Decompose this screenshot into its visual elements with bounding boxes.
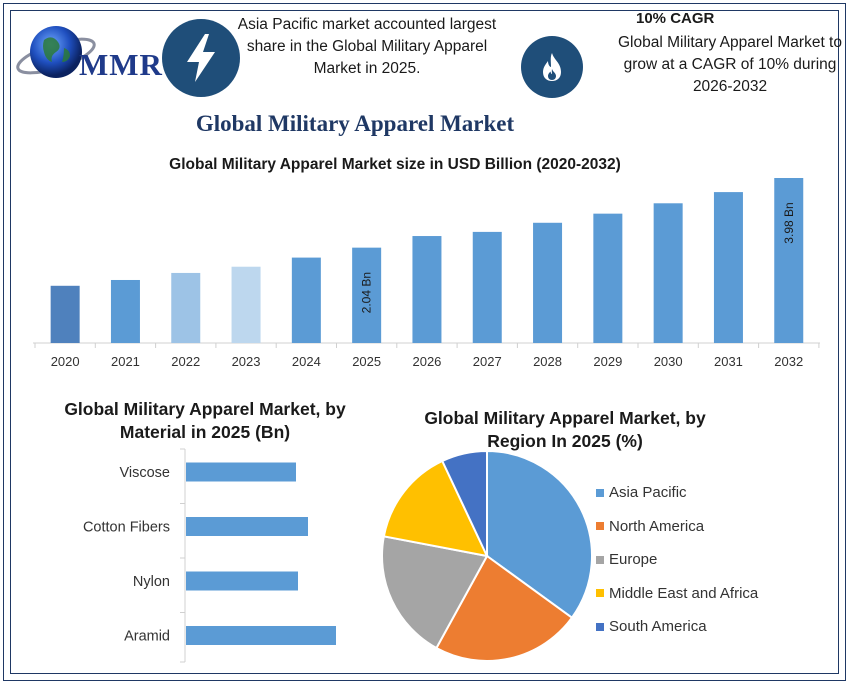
x-tick-label-2026: 2026 (412, 354, 441, 369)
x-tick-label-2021: 2021 (111, 354, 140, 369)
legend-label: Middle East and Africa (609, 584, 759, 602)
lightning-bolt-icon (162, 19, 240, 97)
globe-logo-icon (16, 26, 96, 78)
bar-2023 (231, 266, 261, 343)
apac-share-blurb: Asia Pacific market accounted largest sh… (237, 16, 497, 77)
legend-swatch (596, 522, 604, 531)
bar-2030 (653, 203, 683, 343)
legend-item-middle-east-and-africa: Middle East and Africa (596, 577, 758, 611)
x-tick-label-2032: 2032 (774, 354, 803, 369)
legend-swatch (596, 555, 604, 564)
x-tick-label-2028: 2028 (533, 354, 562, 369)
x-tick-label-2023: 2023 (232, 354, 261, 369)
market-size-chart-title: Global Military Apparel Market size in U… (169, 156, 621, 173)
legend-swatch (596, 589, 604, 598)
legend-swatch (596, 622, 604, 631)
page-title: Global Military Apparel Market (195, 111, 515, 136)
pie-slice-asia-pacific (486, 449, 593, 620)
region-legend: Asia Pacific North America Europe Middle Ea… (596, 476, 758, 644)
x-tick-label-2027: 2027 (473, 354, 502, 369)
y-tick-label-viscose: Viscose (119, 465, 170, 481)
x-tick-label-2029: 2029 (593, 354, 622, 369)
hbar-viscose (186, 462, 296, 482)
y-tick-label-nylon: Nylon (133, 574, 170, 590)
hbar-cotton-fibers (186, 517, 308, 536)
legend-label: Asia Pacific (609, 484, 687, 502)
hbar-nylon (186, 571, 298, 591)
x-tick-label-2022: 2022 (171, 354, 200, 369)
cagr-title: 10% CAGR (636, 10, 715, 27)
region-chart-title: Global Military Apparel Market, by Regio… (424, 408, 706, 451)
legend-item-north-america: North America (596, 510, 758, 544)
outer-frame (3, 3, 846, 681)
bar-2020 (50, 285, 80, 343)
legend-item-europe: Europe (596, 543, 758, 577)
x-tick-label-2030: 2030 (654, 354, 683, 369)
legend-swatch (596, 488, 604, 497)
pie-slice-middle-east-and-africa (382, 459, 489, 558)
data-label-2032: 3.98 Bn (782, 202, 796, 243)
flame-icon (521, 36, 583, 98)
legend-label: Europe (609, 551, 658, 569)
x-tick-label-2024: 2024 (292, 354, 321, 369)
pie-slice-north-america (435, 554, 574, 662)
cagr-blurb: Global Military Apparel Market to grow a… (618, 34, 842, 95)
hbar-aramid (186, 626, 336, 645)
bar-2021 (110, 279, 140, 343)
legend-item-south-america: South America (596, 610, 758, 644)
pie-slice-europe (381, 535, 489, 650)
bar-2032 (774, 178, 804, 343)
y-tick-label-aramid: Aramid (124, 629, 170, 645)
bar-2026 (412, 236, 442, 343)
y-tick-label-cotton-fibers: Cotton Fibers (83, 520, 170, 536)
bar-2025 (352, 247, 382, 343)
bar-2031 (713, 192, 743, 343)
x-tick-label-2031: 2031 (714, 354, 743, 369)
material-chart-title: Global Military Apparel Market, by Mater… (64, 399, 346, 442)
bar-2027 (472, 231, 502, 343)
x-tick-label-2020: 2020 (51, 354, 80, 369)
data-label-2025: 2.04 Bn (360, 272, 374, 313)
inner-frame (10, 10, 839, 674)
legend-label: North America (609, 517, 705, 535)
bar-2028 (533, 222, 563, 343)
pie-slice-south-america (440, 449, 488, 557)
bar-2024 (291, 257, 321, 343)
bar-2022 (171, 272, 201, 343)
x-tick-label-2025: 2025 (352, 354, 381, 369)
logo-text: MMR (79, 47, 163, 82)
legend-label: South America (609, 618, 707, 636)
legend-item-asia-pacific: Asia Pacific (596, 476, 758, 510)
bar-2029 (593, 213, 623, 343)
mmr-logo (14, 18, 159, 88)
